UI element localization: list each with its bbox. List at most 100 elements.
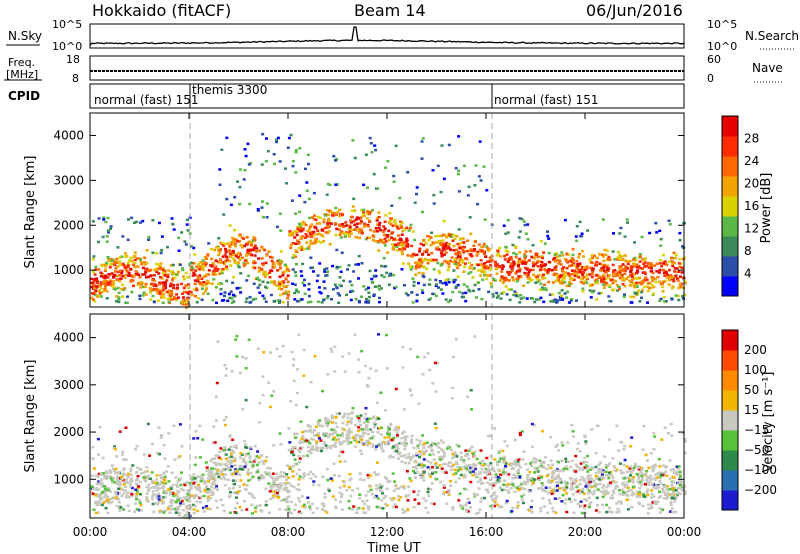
data-cell [544,456,547,459]
data-cell [143,256,147,260]
data-cell [301,220,305,224]
data-cell [159,436,163,439]
data-cell [404,438,407,441]
data-cell [313,214,316,217]
data-cell [238,286,242,290]
data-cell [150,282,154,286]
data-cell [587,505,591,509]
data-cell [332,436,336,439]
data-cell [431,292,435,296]
data-cell [629,301,633,304]
data-cell [283,270,287,273]
data-cell [194,456,198,459]
data-cell [180,499,184,503]
data-cell [258,249,262,252]
data-cell [472,463,475,466]
data-cell [257,461,261,464]
data-cell [188,482,192,485]
data-cell [91,257,95,261]
data-cell [549,459,553,462]
data-cell [483,271,487,274]
data-cell [252,496,256,499]
data-cell [673,270,677,273]
data-cell [96,240,100,244]
data-cell [514,253,518,256]
data-cell [194,430,198,433]
data-cell [202,281,206,284]
data-cell [193,253,197,256]
data-cell [149,268,153,272]
data-cell [193,282,197,286]
data-cell [480,297,484,301]
data-cell [641,267,645,270]
data-cell [319,233,323,236]
data-cell [558,254,562,257]
data-cell [629,295,633,298]
data-cell [452,473,456,476]
data-cell [434,464,438,467]
data-cell [485,456,489,460]
data-cell [606,464,610,467]
data-cell [291,470,295,473]
data-cell [95,503,99,507]
data-cell [629,273,633,277]
data-cell [670,496,674,500]
data-cell [504,276,508,279]
data-cell [114,482,118,485]
data-cell [326,231,330,235]
data-cell [658,511,662,514]
data-cell [367,291,371,294]
data-cell [590,254,594,257]
data-cell [93,293,97,297]
data-cell [374,494,378,498]
data-cell [206,477,210,480]
data-cell [415,192,418,196]
data-cell [229,455,233,458]
data-cell [554,279,558,283]
data-cell [287,290,291,293]
data-cell [502,471,505,474]
data-cell [615,284,619,287]
data-cell [500,488,504,492]
data-cell [149,298,153,301]
data-cell [454,460,458,464]
data-cell [675,267,679,270]
data-cell [445,247,449,250]
data-cell [252,246,256,250]
colorbar-swatch [722,156,738,177]
colorbar-swatch [722,196,738,217]
data-cell [563,218,567,222]
data-cell [296,300,299,303]
data-cell [90,281,94,285]
data-cell [666,273,669,277]
data-cell [383,227,387,230]
data-cell [482,242,486,246]
data-cell [583,266,586,269]
data-cell [249,471,253,475]
data-cell [248,454,252,458]
data-cell [291,231,295,234]
data-cell [304,167,307,171]
cpid-panel: CPID normal (fast) 151 themis 3300 norma… [8,83,685,109]
data-cell [642,493,646,496]
data-cell [357,217,361,220]
data-cell [667,283,671,286]
data-cell [329,209,333,213]
data-cell [201,438,205,441]
data-cell [327,217,331,221]
data-cell [372,421,376,425]
data-cell [274,483,278,487]
data-cell [508,483,512,486]
data-cell [197,281,201,284]
data-cell [217,456,221,459]
data-cell [261,200,264,203]
data-cell [574,470,578,473]
data-cell [544,263,547,266]
data-cell [679,262,683,265]
data-cell [593,279,597,282]
data-cell [647,466,651,470]
data-cell [206,292,210,295]
data-cell [365,439,369,443]
colorbar-tick: 12 [744,222,759,236]
data-cell [484,255,488,258]
